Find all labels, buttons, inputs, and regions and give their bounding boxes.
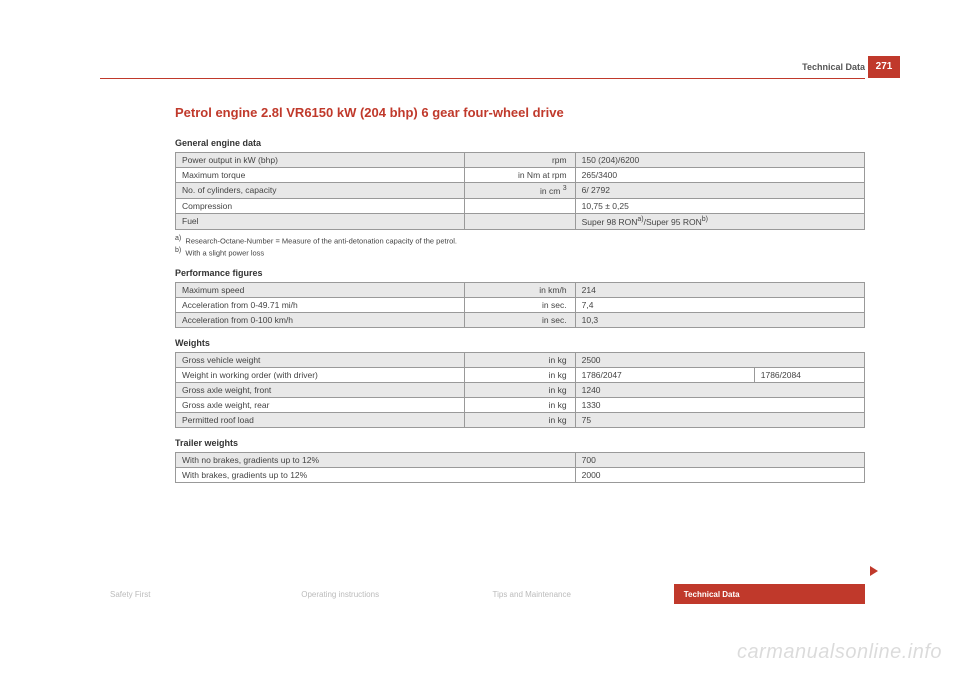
footer-tabs: Safety First Operating instructions Tips…	[100, 584, 865, 604]
cell-value: 10,75 ± 0,25	[575, 198, 864, 213]
section-weights-label: Weights	[175, 338, 865, 348]
general-engine-table: Power output in kW (bhp) rpm 150 (204)/6…	[175, 152, 865, 230]
cell-label: Permitted roof load	[176, 413, 465, 428]
table-row: Fuel Super 98 RONa)/Super 95 RONb)	[176, 213, 865, 229]
cell-label: No. of cylinders, capacity	[176, 183, 465, 199]
table-row: Permitted roof load in kg 75	[176, 413, 865, 428]
footnotes: a) Research-Octane-Number = Measure of t…	[175, 234, 865, 259]
cell-unit: in sec.	[465, 298, 575, 313]
cell-unit: in kg	[465, 383, 575, 398]
tab-safety-first[interactable]: Safety First	[100, 584, 291, 604]
weights-table: Gross vehicle weight in kg 2500 Weight i…	[175, 352, 865, 428]
cell-label: Maximum torque	[176, 168, 465, 183]
cell-value: 265/3400	[575, 168, 864, 183]
section-performance-label: Performance figures	[175, 268, 865, 278]
header-divider	[100, 78, 865, 79]
cell-unit	[465, 213, 575, 229]
cell-value: 1786/2047	[575, 368, 754, 383]
cell-unit: in kg	[465, 413, 575, 428]
continue-arrow-icon	[870, 566, 878, 576]
trailer-table: With no brakes, gradients up to 12% 700 …	[175, 452, 865, 483]
footnote-b: b) With a slight power loss	[175, 246, 865, 258]
cell-value: 214	[575, 283, 864, 298]
header-section: Technical Data	[802, 62, 865, 72]
content-area: Petrol engine 2.8l VR6150 kW (204 bhp) 6…	[175, 105, 865, 483]
table-row: With no brakes, gradients up to 12% 700	[176, 453, 865, 468]
cell-value: 1240	[575, 383, 864, 398]
cell-value: 2000	[575, 468, 864, 483]
cell-unit: in sec.	[465, 313, 575, 328]
cell-unit: in kg	[465, 353, 575, 368]
cell-value: 2500	[575, 353, 864, 368]
table-row: With brakes, gradients up to 12% 2000	[176, 468, 865, 483]
table-row: Power output in kW (bhp) rpm 150 (204)/6…	[176, 153, 865, 168]
cell-value: 10,3	[575, 313, 864, 328]
cell-label: With no brakes, gradients up to 12%	[176, 453, 576, 468]
tab-tips-maintenance[interactable]: Tips and Maintenance	[483, 584, 674, 604]
cell-value: 700	[575, 453, 864, 468]
cell-label: Weight in working order (with driver)	[176, 368, 465, 383]
cell-unit	[465, 198, 575, 213]
performance-table: Maximum speed in km/h 214 Acceleration f…	[175, 282, 865, 328]
cell-label: Gross axle weight, front	[176, 383, 465, 398]
cell-label: Acceleration from 0-100 km/h	[176, 313, 465, 328]
table-row: Gross vehicle weight in kg 2500	[176, 353, 865, 368]
page-number-badge: 271	[868, 56, 900, 78]
cell-unit: in cm 3	[465, 183, 575, 199]
footnote-a: a) Research-Octane-Number = Measure of t…	[175, 234, 865, 246]
cell-value: 150 (204)/6200	[575, 153, 864, 168]
cell-unit: in kg	[465, 368, 575, 383]
table-row: Acceleration from 0-49.71 mi/h in sec. 7…	[176, 298, 865, 313]
table-row: Compression 10,75 ± 0,25	[176, 198, 865, 213]
page-title: Petrol engine 2.8l VR6150 kW (204 bhp) 6…	[175, 105, 865, 120]
cell-label: Fuel	[176, 213, 465, 229]
tab-technical-data[interactable]: Technical Data	[674, 584, 865, 604]
cell-value: Super 98 RONa)/Super 95 RONb)	[575, 213, 864, 229]
cell-value: 75	[575, 413, 864, 428]
cell-unit: in Nm at rpm	[465, 168, 575, 183]
cell-label: Acceleration from 0-49.71 mi/h	[176, 298, 465, 313]
tab-operating-instructions[interactable]: Operating instructions	[291, 584, 482, 604]
table-row: Acceleration from 0-100 km/h in sec. 10,…	[176, 313, 865, 328]
table-row: No. of cylinders, capacity in cm 3 6/ 27…	[176, 183, 865, 199]
cell-label: Power output in kW (bhp)	[176, 153, 465, 168]
cell-label: With brakes, gradients up to 12%	[176, 468, 576, 483]
cell-unit: in km/h	[465, 283, 575, 298]
section-trailer-label: Trailer weights	[175, 438, 865, 448]
page: Technical Data 271 Petrol engine 2.8l VR…	[0, 0, 960, 678]
cell-label: Maximum speed	[176, 283, 465, 298]
cell-value: 6/ 2792	[575, 183, 864, 199]
cell-label: Gross axle weight, rear	[176, 398, 465, 413]
cell-unit: rpm	[465, 153, 575, 168]
cell-unit: in kg	[465, 398, 575, 413]
section-general-engine-label: General engine data	[175, 138, 865, 148]
table-row: Weight in working order (with driver) in…	[176, 368, 865, 383]
table-row: Gross axle weight, rear in kg 1330	[176, 398, 865, 413]
watermark: carmanualsonline.info	[737, 641, 942, 664]
table-row: Gross axle weight, front in kg 1240	[176, 383, 865, 398]
cell-label: Compression	[176, 198, 465, 213]
table-row: Maximum torque in Nm at rpm 265/3400	[176, 168, 865, 183]
cell-label: Gross vehicle weight	[176, 353, 465, 368]
cell-value: 7,4	[575, 298, 864, 313]
table-row: Maximum speed in km/h 214	[176, 283, 865, 298]
cell-value: 1330	[575, 398, 864, 413]
cell-value2: 1786/2084	[754, 368, 864, 383]
